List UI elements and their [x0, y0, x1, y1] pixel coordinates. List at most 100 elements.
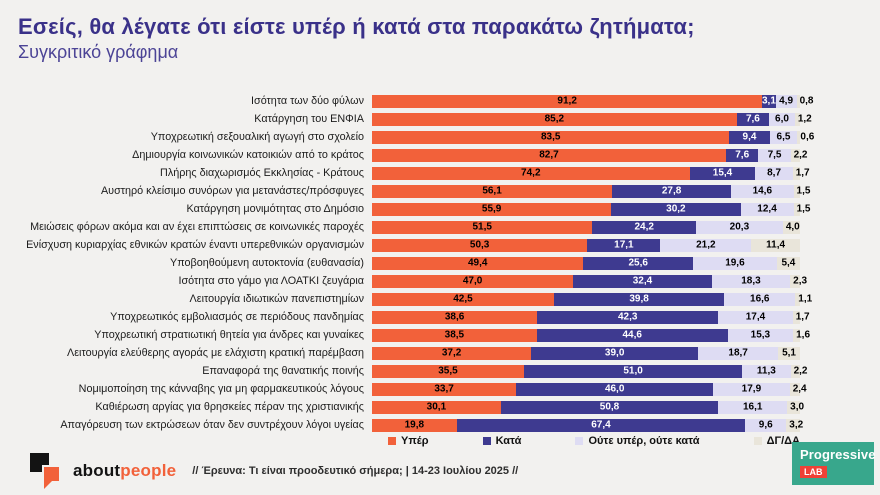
chart-row: Δημιουργία κοινωνικών κατοικιών από το κ…	[16, 146, 866, 164]
bar-segment: 50,8	[500, 400, 719, 414]
stacked-bar-chart: Ισότητα των δύο φύλων 91,2 3,1 4,9 0,8 Κατάργ…	[16, 92, 866, 434]
bar-segment: 30,1	[372, 400, 501, 414]
bar-segment: 37,2	[372, 346, 532, 360]
stacked-bar: 56,1 27,8 14,6 1,5	[372, 184, 810, 198]
bar-segment: 16,6	[724, 292, 796, 306]
value-label: 0,6	[800, 131, 815, 143]
value-label: 16,1	[742, 401, 763, 413]
value-label: 33,7	[434, 383, 454, 395]
bar-segment: 9,4	[729, 130, 770, 144]
bar-segment: 35,5	[372, 364, 524, 378]
chart-row: Υποβοηθούμενη αυτοκτονία (ευθανασία) 49,4…	[16, 254, 866, 272]
value-label: 25,6	[628, 257, 648, 269]
value-label: 5,1	[782, 347, 796, 359]
bar-segment: 1,7	[792, 166, 810, 180]
bar-segment: 82,7	[372, 148, 726, 162]
value-label: 17,9	[741, 383, 762, 395]
bar-segment: 2,3	[790, 274, 807, 288]
bar-segment: 24,2	[592, 220, 696, 234]
brand-people: people	[120, 461, 177, 480]
value-label: 30,1	[426, 401, 447, 413]
stacked-bar: 35,5 51,0 11,3 2,2	[372, 364, 807, 378]
bar-segment: 33,7	[372, 382, 517, 396]
value-label: 49,4	[467, 257, 488, 269]
value-label: 24,2	[634, 221, 654, 233]
value-label: 82,7	[539, 149, 559, 161]
brand-about: about	[73, 461, 121, 480]
chart-row: Κατάργηση μονιμότητας στο Δημόσιο 55,9 30,…	[16, 200, 866, 218]
value-label: 12,4	[757, 203, 777, 215]
bar-segment: 39,0	[531, 346, 699, 360]
logo-orange-bubble	[44, 467, 59, 481]
value-label: 42,5	[453, 293, 473, 305]
value-label: 50,8	[599, 401, 620, 413]
value-label: 91,2	[557, 95, 577, 107]
chart-row: Υποχρεωτική σεξουαλική αγωγή στο σχολείο…	[16, 128, 866, 146]
value-label: 6,0	[775, 113, 789, 125]
bar-segment: 14,6	[731, 184, 794, 198]
bar-segment: 5,1	[778, 346, 800, 360]
value-label: 7,5	[767, 149, 782, 161]
value-label: 2,4	[792, 383, 807, 395]
bar-segment: 16,1	[718, 400, 788, 414]
bar-segment: 42,3	[537, 310, 719, 324]
value-label: 3,1	[762, 95, 776, 107]
value-label: 4,0	[785, 221, 800, 233]
legend-item: Κατά	[482, 435, 521, 447]
legend-label: Ούτε υπέρ, ούτε κατά	[588, 435, 700, 447]
bar-segment: 49,4	[372, 256, 584, 270]
legend-swatch-icon	[388, 437, 396, 445]
bar-segment: 46,0	[516, 382, 714, 396]
value-label: 4,9	[779, 95, 794, 107]
stacked-bar: 38,6 42,3 17,4 1,7	[372, 310, 810, 324]
bar-segment: 83,5	[372, 130, 730, 144]
bar-segment: 27,8	[612, 184, 732, 198]
bar-segment: 11,4	[751, 238, 800, 252]
legend-label: Υπέρ	[401, 435, 429, 447]
bar-segment: 38,6	[372, 310, 538, 324]
stacked-bar: 55,9 30,2 12,4 1,5	[372, 202, 810, 216]
bar-segment: 42,5	[372, 292, 554, 306]
chart-row: Απαγόρευση των εκτρώσεων όταν δεν συντρέ…	[16, 416, 866, 434]
bar-segment: 19,6	[692, 256, 777, 270]
footer: aboutpeople // Έρευνα: Τι είναι προοδευτ…	[30, 452, 518, 490]
chart-row: Μειώσεις φόρων ακόμα και αν έχει επιπτώσ…	[16, 218, 866, 236]
value-label: 21,2	[696, 239, 716, 251]
bar-segment: 6,0	[769, 112, 795, 126]
bar-segment: 74,2	[372, 166, 690, 180]
value-label: 1,1	[798, 293, 813, 305]
page-subtitle: Συγκριτικό γράφημα	[18, 42, 179, 62]
stacked-bar: 50,3 17,1 21,2 11,4	[372, 238, 800, 252]
bar-segment: 17,4	[718, 310, 793, 324]
value-label: 30,2	[666, 203, 686, 215]
aboutpeople-wordmark: aboutpeople	[73, 461, 176, 481]
category-label: Απαγόρευση των εκτρώσεων όταν δεν συντρέ…	[60, 419, 364, 431]
chart-row: Λειτουργία ελεύθερης αγοράς με ελάχιστη …	[16, 344, 866, 362]
value-label: 2,3	[793, 275, 808, 287]
bar-segment: 32,4	[573, 274, 712, 288]
stacked-bar: 51,5 24,2 20,3 4,0	[372, 220, 800, 234]
chart-row: Καθιέρωση αργίας για θρησκείες πέραν της…	[16, 398, 866, 416]
chart-row: Αυστηρό κλείσιμο συνόρων για μετανάστες/…	[16, 182, 866, 200]
bar-segment: 1,5	[793, 184, 810, 198]
category-label: Λειτουργία ιδιωτικών πανεπιστημίων	[189, 293, 364, 305]
bar-segment: 18,7	[698, 346, 779, 360]
value-label: 19,8	[404, 419, 425, 431]
value-label: 39,8	[629, 293, 649, 305]
bar-segment: 17,1	[587, 238, 661, 252]
bar-segment: 38,5	[372, 328, 537, 342]
category-label: Ενίσχυση κυριαρχίας εθνικών κρατών έναντ…	[26, 239, 364, 251]
legend-item: ΔΓ/ΔΑ	[753, 435, 800, 447]
bar-segment: 1,5	[793, 202, 810, 216]
chart-row: Επαναφορά της θανατικής ποινής 35,5 51,0 11…	[16, 362, 866, 380]
value-label: 14,6	[752, 185, 773, 197]
stacked-bar: 30,1 50,8 16,1 3,0	[372, 400, 804, 414]
bar-segment: 51,5	[372, 220, 593, 234]
stacked-bar: 37,2 39,0 18,7 5,1	[372, 346, 800, 360]
stacked-bar: 38,5 44,6 15,3 1,6	[372, 328, 810, 342]
bar-segment: 51,0	[523, 364, 743, 378]
bar-segment: 12,4	[740, 202, 794, 216]
aboutpeople-logo-icon	[30, 452, 64, 490]
value-label: 56,1	[482, 185, 502, 197]
